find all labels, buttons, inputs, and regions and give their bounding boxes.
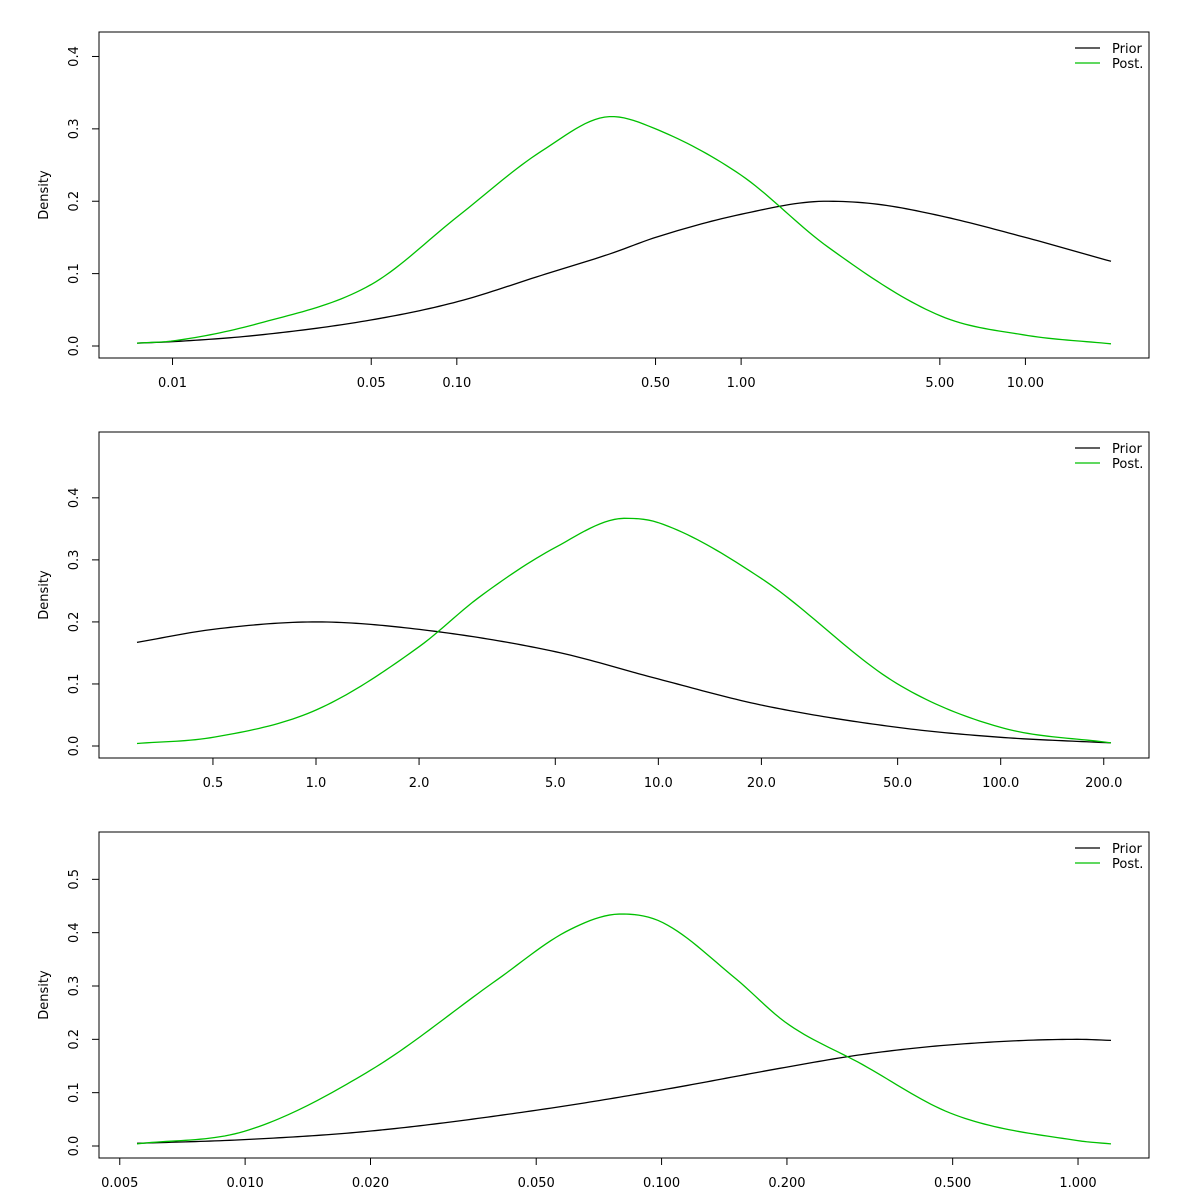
x-tick-label: 50.0: [883, 776, 912, 791]
x-tick-label: 100.0: [982, 776, 1019, 791]
prior-density-line: [136, 1038, 1112, 1144]
y-tick-label: 0.4: [67, 46, 82, 67]
y-tick-label: 0.2: [67, 612, 82, 633]
prior-density-line: [136, 200, 1112, 344]
y-tick-label: 0.4: [67, 922, 82, 943]
x-tick-label: 0.010: [227, 1176, 264, 1191]
y-tick-label: 0.3: [67, 976, 82, 997]
x-tick-label: 0.020: [352, 1176, 389, 1191]
x-tick-label: 5.0: [545, 776, 566, 791]
plot-frame: [98, 831, 1150, 1159]
y-tick-label: 0.1: [67, 674, 82, 695]
prior-legend-label: Prior: [1112, 842, 1143, 857]
prior-legend-label: Prior: [1112, 42, 1143, 57]
x-tick-label: 10.0: [644, 776, 673, 791]
x-tick-label: 0.10: [442, 376, 471, 391]
y-tick-label: 0.2: [67, 1029, 82, 1050]
x-tick-label: 0.050: [518, 1176, 555, 1191]
plot-frame: [98, 431, 1150, 759]
y-tick-label: 0.1: [67, 1082, 82, 1103]
density-panel-1: 0.01 0.05 0.10 0.50 1.00 5.00 10.00 0.0 0.1 0.2 0.…: [37, 31, 1150, 391]
y-tick-label: 0.4: [67, 487, 82, 508]
plot-frame: [98, 31, 1150, 359]
x-tick-label: 0.100: [643, 1176, 680, 1191]
prior-legend-label: Prior: [1112, 442, 1143, 457]
x-tick-label: 2.0: [409, 776, 430, 791]
y-tick-label: 0.2: [67, 191, 82, 212]
y-axis-label: Density: [37, 570, 52, 620]
x-tick-label: 1.000: [1059, 1176, 1096, 1191]
density-panel-2: 0.5 1.0 2.0 5.0 10.0 20.0 50.0 100.0 200.0 0.0 0.1…: [37, 431, 1150, 791]
post-density-line: [136, 115, 1112, 345]
x-tick-label: 200.0: [1085, 776, 1122, 791]
x-tick-label: 0.50: [641, 376, 670, 391]
post-density-line: [136, 517, 1112, 745]
x-tick-label: 0.200: [768, 1176, 805, 1191]
x-tick-label: 0.005: [101, 1176, 138, 1191]
y-axis-label: Density: [37, 170, 52, 220]
post-legend-label: Post.: [1112, 57, 1143, 72]
x-tick-label: 0.01: [158, 376, 187, 391]
post-legend-label: Post.: [1112, 857, 1143, 872]
x-tick-label: 20.0: [747, 776, 776, 791]
x-tick-label: 5.00: [925, 376, 954, 391]
prior-density-line: [136, 621, 1112, 744]
x-tick-label: 0.5: [203, 776, 224, 791]
y-tick-label: 0.1: [67, 263, 82, 284]
y-tick-label: 0.0: [67, 1136, 82, 1157]
post-density-line: [136, 913, 1112, 1145]
post-legend-label: Post.: [1112, 457, 1143, 472]
y-tick-label: 0.3: [67, 119, 82, 140]
y-tick-label: 0.3: [67, 550, 82, 571]
y-axis-label: Density: [37, 970, 52, 1020]
density-panel-3: 0.005 0.010 0.020 0.050 0.100 0.200 0.500 1.000…: [37, 831, 1150, 1191]
x-tick-label: 0.500: [934, 1176, 971, 1191]
y-tick-label: 0.5: [67, 869, 82, 890]
x-tick-label: 10.00: [1007, 376, 1044, 391]
y-tick-label: 0.0: [67, 336, 82, 357]
x-tick-label: 1.0: [306, 776, 327, 791]
x-tick-label: 0.05: [357, 376, 386, 391]
y-tick-label: 0.0: [67, 736, 82, 757]
x-tick-label: 1.00: [727, 376, 756, 391]
